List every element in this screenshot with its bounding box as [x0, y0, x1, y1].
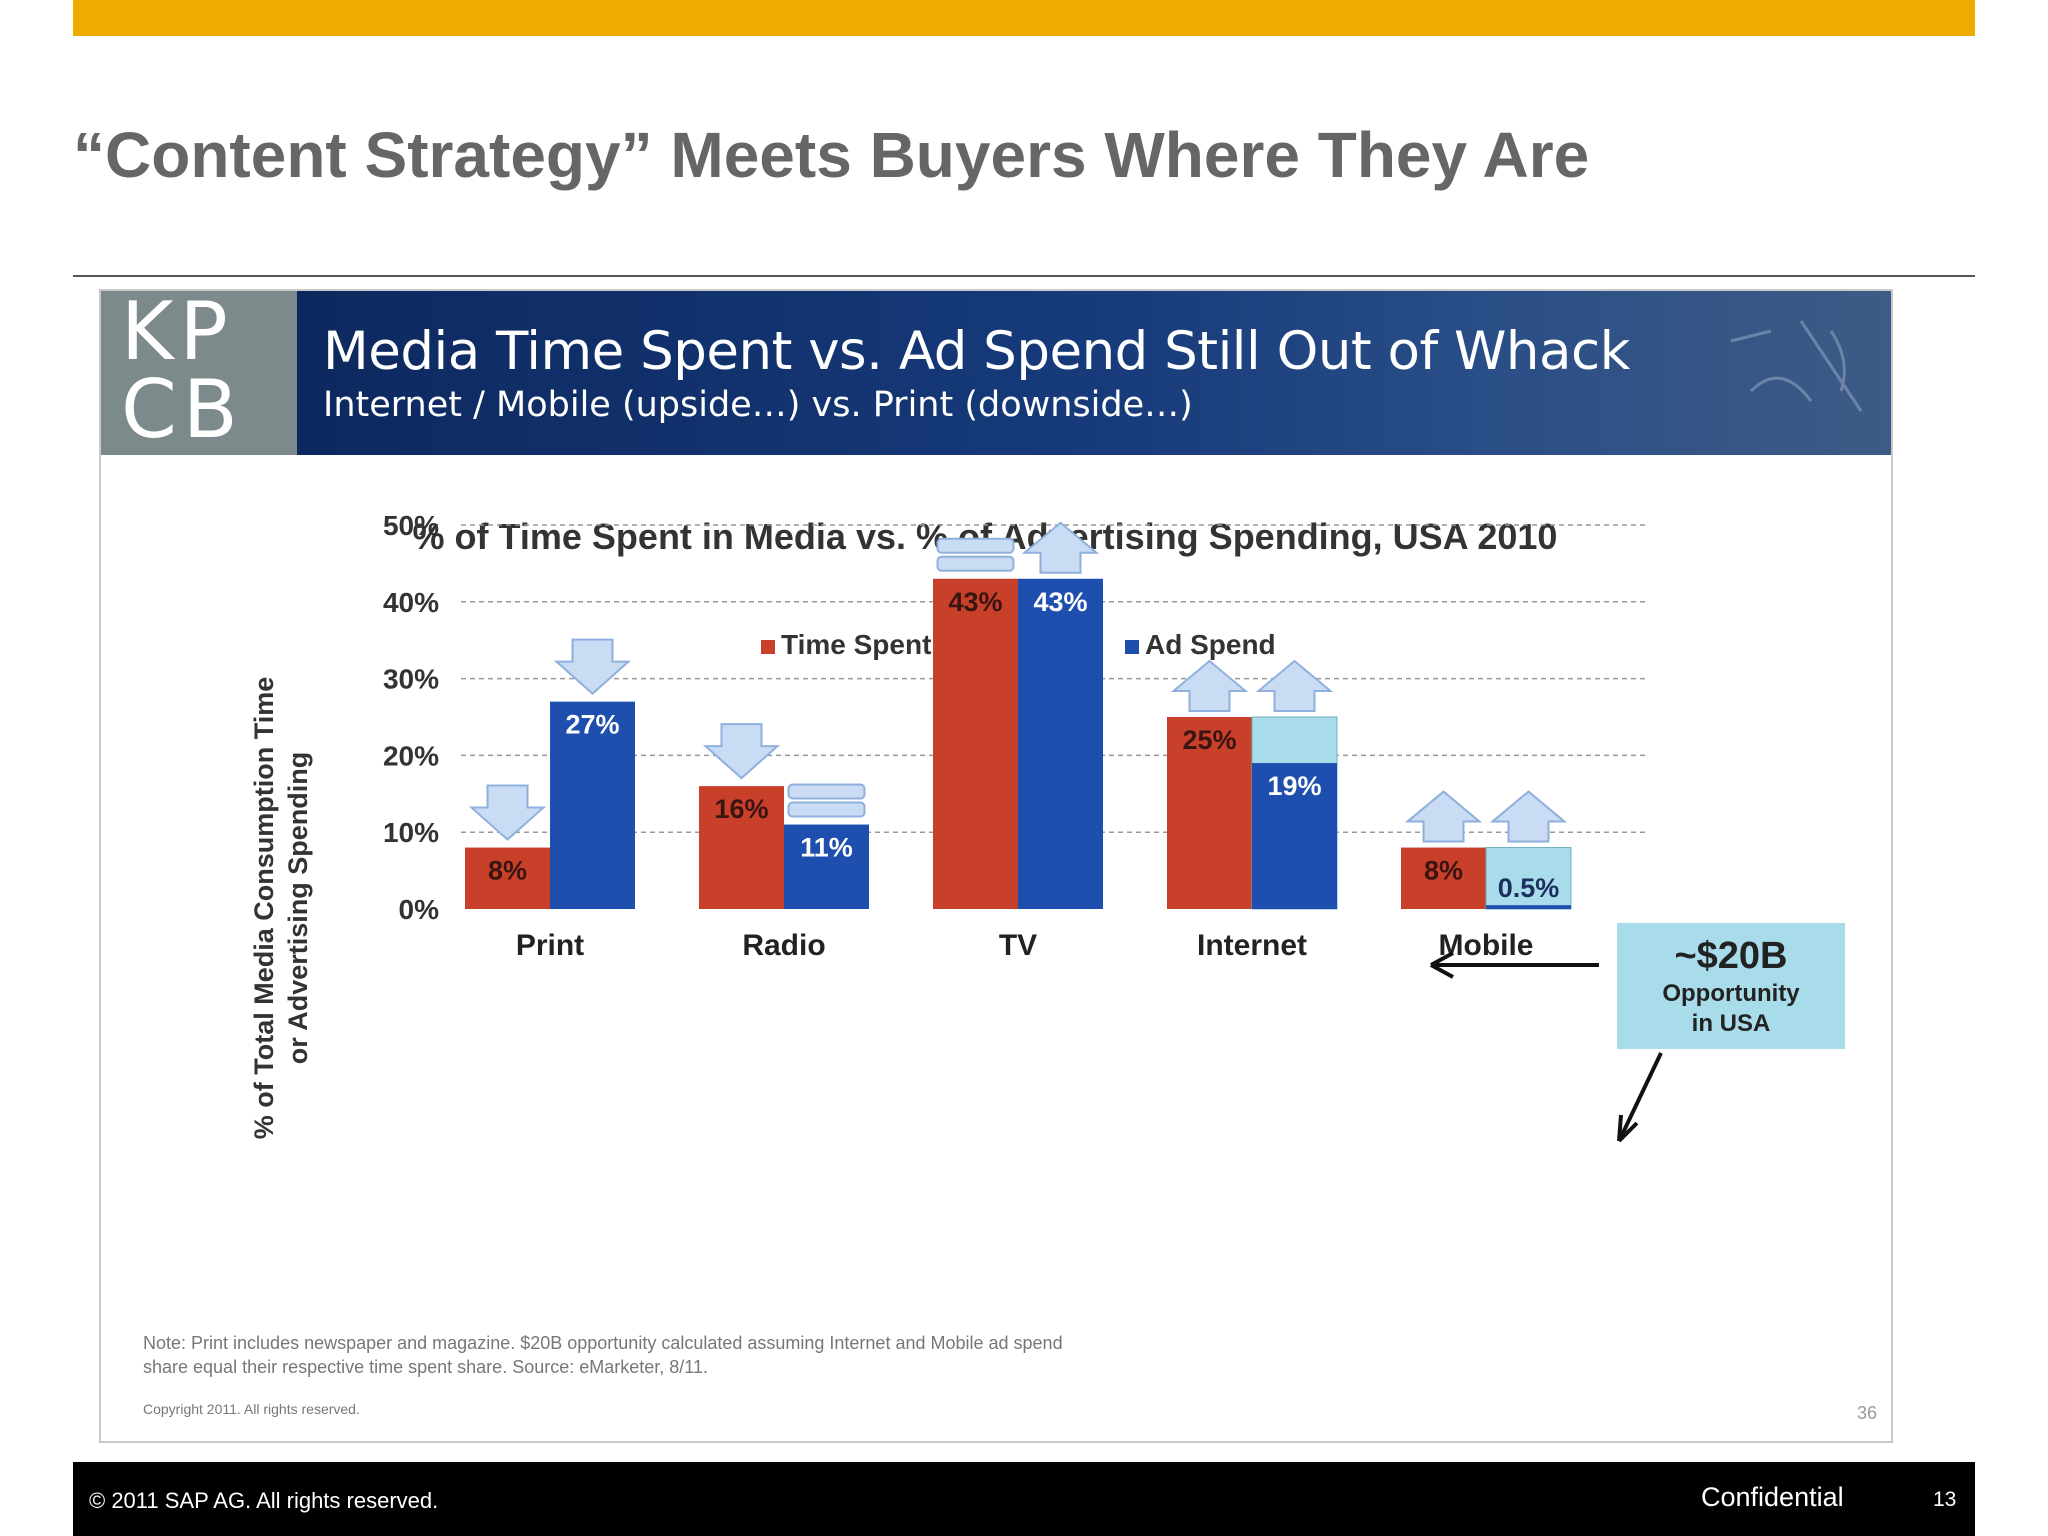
chart-legend: Time Spent Ad Spend — [761, 629, 1276, 660]
legend-swatch-time-spent — [761, 640, 775, 654]
x-tick-label: TV — [999, 929, 1037, 962]
banner-subtitle: Internet / Mobile (upside…) vs. Print (d… — [323, 385, 1193, 425]
callout-line-2: in USA — [1692, 1010, 1771, 1037]
data-label: 27% — [565, 710, 619, 740]
x-axis-labels: Print Radio TV Internet Mobile — [516, 929, 1534, 962]
x-tick-label: Internet — [1197, 929, 1307, 962]
legend-ad-spend: Ad Spend — [1145, 629, 1276, 660]
footer-confidential: Confidential — [1701, 1482, 1844, 1512]
data-label: 43% — [948, 587, 1002, 617]
figure-page-number: 36 — [1856, 1403, 1877, 1423]
logo-line-1: KP — [121, 289, 234, 378]
up-arrow-icon — [1021, 521, 1100, 574]
data-label: 25% — [1182, 725, 1236, 755]
data-label: 43% — [1033, 587, 1087, 617]
x-tick-label: Mobile — [1439, 929, 1534, 962]
ad-spend-bar — [1252, 763, 1337, 909]
time-spent-bar — [933, 578, 1018, 909]
note-line-2: share equal their respective time spent … — [143, 1357, 708, 1377]
opportunity-callout: ~$20B Opportunity in USA — [1430, 923, 1845, 1143]
up-arrow-icon — [1255, 659, 1334, 712]
data-label: 19% — [1267, 771, 1321, 801]
figure-note: Note: Print includes newspaper and magaz… — [143, 1331, 1343, 1379]
footer-copyright: © 2011 SAP AG. All rights reserved. — [89, 1488, 439, 1513]
banner-decoration-icon — [1730, 320, 1863, 412]
figure-banner: KP CB Media Time Spent vs. Ad Spend Stil… — [101, 291, 1891, 455]
ad-spend-bar — [1018, 578, 1103, 909]
callout-box — [1617, 923, 1845, 1049]
top-accent-bar — [73, 0, 1975, 36]
time-spent-bar — [699, 786, 784, 909]
x-tick-label: Print — [516, 929, 584, 962]
footer-page-number: 13 — [1933, 1488, 1957, 1511]
trend-markers — [468, 521, 1568, 843]
y-axis-label-line-1: % of Total Media Consumption Time — [249, 677, 279, 1140]
down-arrow-icon — [553, 638, 632, 695]
down-arrow-icon — [468, 784, 547, 841]
y-tick-label: 20% — [383, 740, 439, 771]
data-label: 8% — [488, 856, 527, 886]
time-spent-bar — [1167, 717, 1252, 909]
up-arrow-icon — [1170, 659, 1249, 712]
chart-bars: 8% 27% 16% 11% 43% 43% 25% 19% 8% 0.5% — [465, 578, 1572, 910]
y-tick-label: 10% — [383, 817, 439, 848]
callout-amount: ~$20B — [1674, 935, 1787, 977]
ad-spend-bar — [784, 824, 869, 909]
callout-arrowhead-down-icon — [1617, 1114, 1639, 1143]
ad-spend-bar — [1486, 905, 1571, 909]
y-axis-label-line-2: or Advertising Spending — [283, 752, 313, 1065]
x-tick-label: Radio — [742, 929, 825, 962]
embedded-figure: KP CB Media Time Spent vs. Ad Spend Stil… — [99, 289, 1893, 1443]
callout-arrowhead-left-icon — [1430, 951, 1454, 979]
banner-title: Media Time Spent vs. Ad Spend Still Out … — [323, 321, 1630, 382]
slide-title: “Content Strategy” Meets Buyers Where Th… — [73, 119, 1590, 191]
ad-spend-bar — [550, 701, 635, 909]
data-label: 16% — [714, 794, 768, 824]
y-axis-ticks: 0% 10% 20% 30% 40% 50% — [383, 510, 439, 925]
up-arrow-icon — [1489, 790, 1568, 843]
y-tick-label: 40% — [383, 587, 439, 618]
y-tick-label: 0% — [399, 894, 440, 925]
up-arrow-icon — [1404, 790, 1483, 843]
y-tick-label: 50% — [383, 510, 439, 541]
y-tick-label: 30% — [383, 664, 439, 695]
data-label: 0.5% — [1498, 873, 1560, 903]
opportunity-gap-bar — [1485, 847, 1572, 910]
time-spent-bar — [465, 847, 550, 909]
data-label: 8% — [1424, 856, 1463, 886]
legend-swatch-ad-spend — [1125, 640, 1139, 654]
flat-indicator-icon — [787, 783, 866, 818]
kpcb-logo: KP CB — [101, 291, 297, 455]
footer-bar: © 2011 SAP AG. All rights reserved. Conf… — [73, 1462, 1975, 1536]
title-divider — [73, 275, 1975, 277]
callout-line-1: Opportunity — [1662, 980, 1800, 1007]
figure-copyright: Copyright 2011. All rights reserved. — [143, 1401, 360, 1417]
data-label: 11% — [800, 833, 853, 863]
note-line-1: Note: Print includes newspaper and magaz… — [143, 1333, 1063, 1353]
down-arrow-icon — [702, 723, 781, 780]
legend-time-spent: Time Spent — [781, 629, 931, 660]
time-spent-bar — [1401, 847, 1486, 909]
logo-line-2: CB — [121, 363, 244, 456]
callout-arrow-down-icon — [1619, 1052, 1663, 1138]
flat-indicator-icon — [936, 537, 1015, 572]
bar-chart: % of Time Spent in Media vs. % of Advert… — [249, 510, 1845, 1143]
y-axis-label: % of Total Media Consumption Time or Adv… — [249, 677, 313, 1140]
